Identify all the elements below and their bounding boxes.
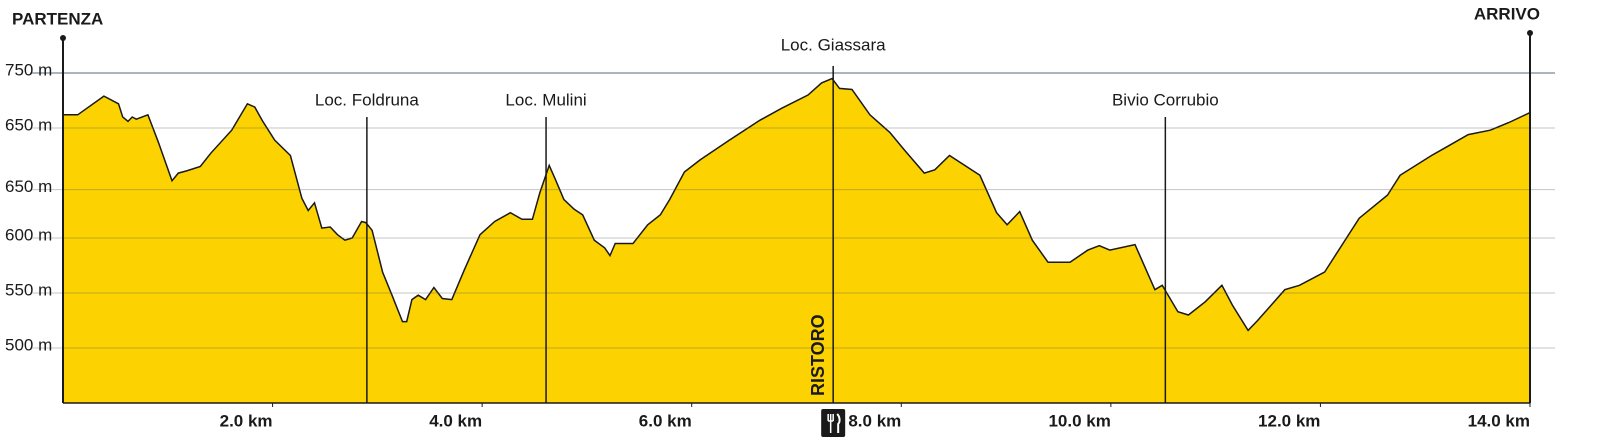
y-tick-label: 500 m — [5, 335, 52, 354]
ristoro-icon — [821, 409, 846, 437]
elevation-area — [63, 78, 1530, 403]
start-label: PARTENZA — [12, 9, 103, 28]
x-tick-label: 8.0 km — [848, 411, 901, 430]
marker-label: Bivio Corrubio — [1112, 90, 1219, 109]
icon-knife — [836, 413, 841, 433]
y-tick-label: 750 m — [5, 60, 52, 79]
x-tick-label: 4.0 km — [429, 411, 482, 430]
marker-label: Loc. Foldruna — [315, 90, 419, 109]
marker-label: Loc. Giassara — [781, 35, 886, 54]
icon-fork — [827, 414, 834, 433]
x-tick-label: 10.0 km — [1048, 411, 1110, 430]
pole-dot — [60, 35, 66, 41]
end-label: ARRIVO — [1474, 4, 1540, 23]
ristoro-label: RISTORO — [808, 314, 828, 396]
x-tick-label: 14.0 km — [1468, 411, 1530, 430]
elevation-line — [63, 77, 1531, 332]
marker-label: Loc. Mulini — [505, 90, 586, 109]
y-tick-label: 650 m — [5, 115, 52, 134]
pole-dot — [1527, 30, 1533, 36]
y-tick-label: 600 m — [5, 225, 52, 244]
y-tick-label: 550 m — [5, 280, 52, 299]
x-tick-label: 12.0 km — [1258, 411, 1320, 430]
x-tick-label: 2.0 km — [220, 411, 273, 430]
y-tick-label: 650 m — [5, 177, 52, 196]
icon-bg — [821, 409, 846, 437]
x-tick-label: 6.0 km — [639, 411, 692, 430]
